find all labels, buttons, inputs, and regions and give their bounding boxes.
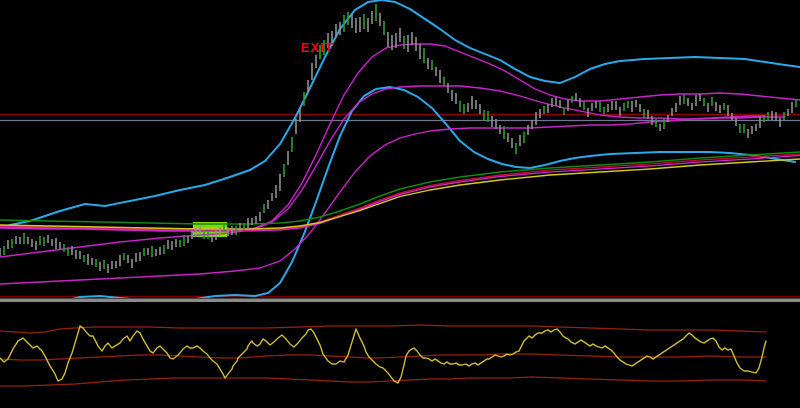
- osc-middle-level: [0, 353, 767, 361]
- oscillator-panel: [0, 324, 767, 387]
- envelope-middle: [0, 85, 786, 258]
- bollinger-upper-band: [0, 0, 800, 228]
- ma-red: [0, 153, 800, 231]
- panel-separator[interactable]: [0, 298, 800, 303]
- osc-upper-level: [0, 324, 767, 334]
- candle-bars: [0, 4, 797, 273]
- exit-annotation: EXIT: [301, 40, 334, 55]
- ma-magenta: [0, 154, 800, 232]
- price-panel: [0, 0, 800, 298]
- oscillator-line: [0, 325, 767, 384]
- ma-green: [0, 151, 800, 225]
- envelope-lower: [0, 115, 766, 285]
- ma-yellow: [0, 158, 800, 230]
- osc-lower-level: [0, 376, 767, 387]
- bollinger-lower-band: [71, 86, 796, 298]
